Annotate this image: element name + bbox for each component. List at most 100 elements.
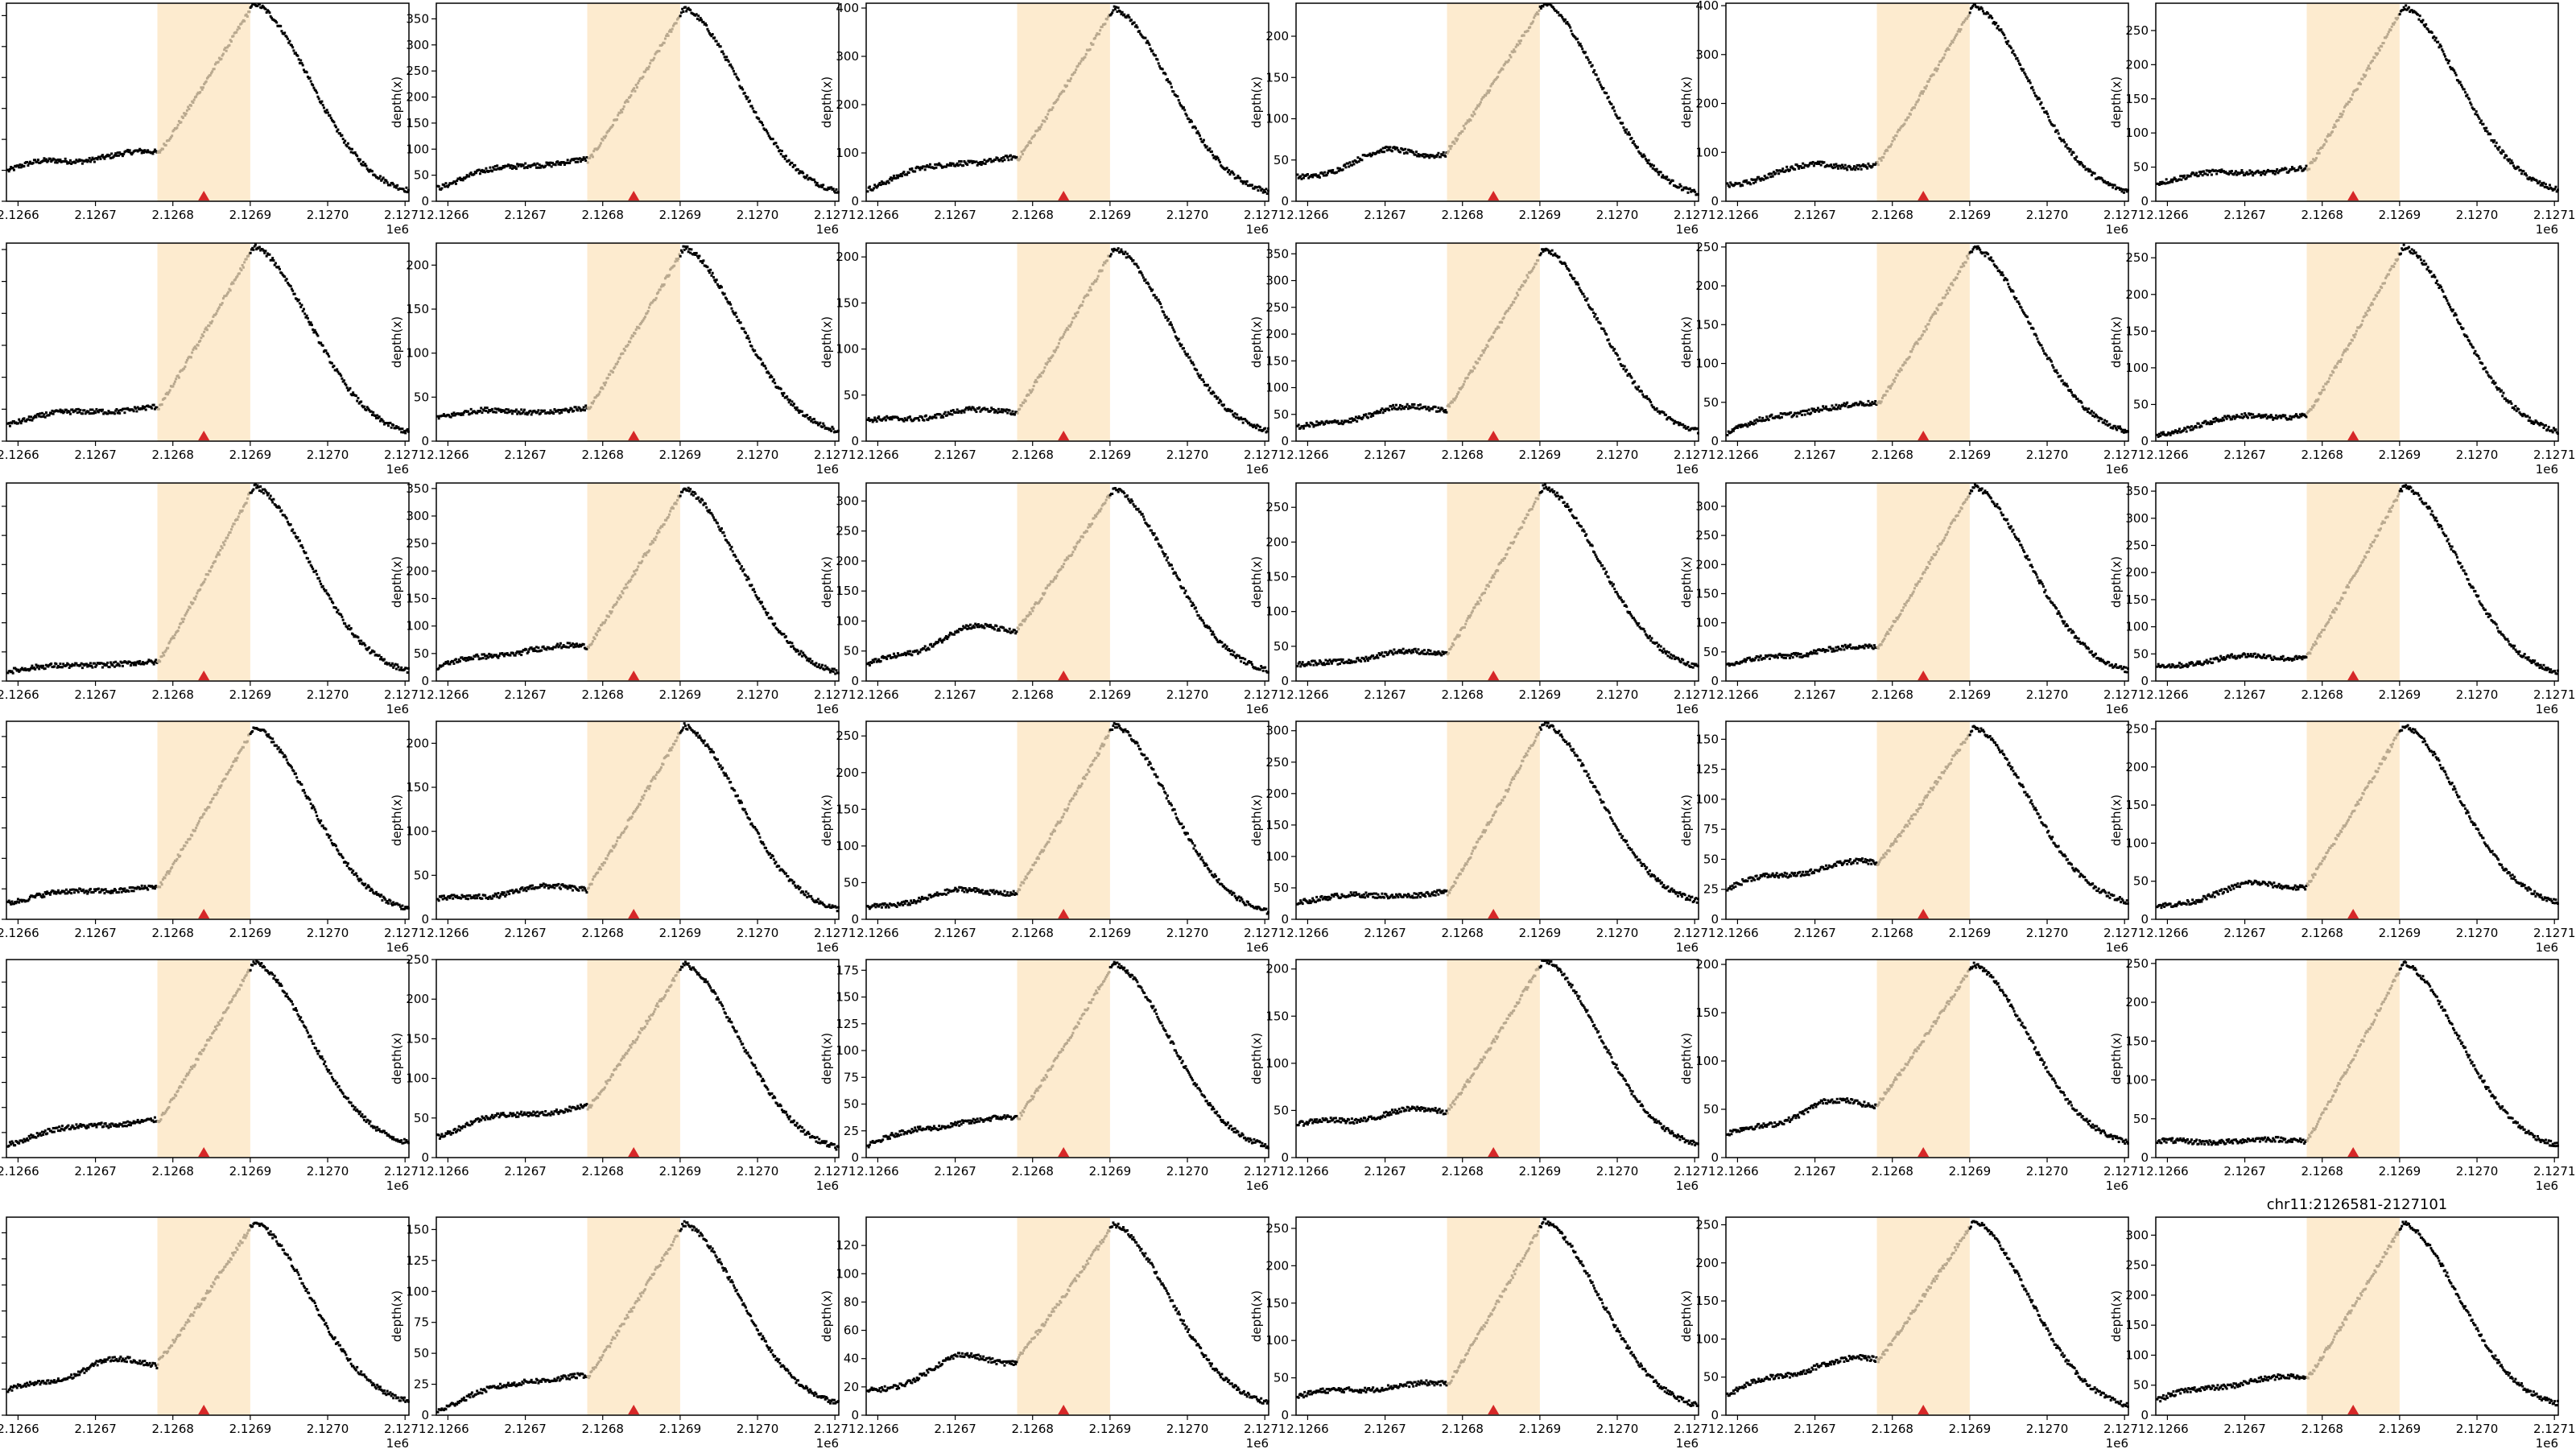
depth-point [1087,294,1090,297]
depth-point [822,422,825,425]
depth-point [372,411,375,414]
depth-point [583,409,586,412]
depth-point [638,79,641,82]
depth-point [460,413,463,416]
depth-point [1594,312,1597,316]
depth-point [771,138,774,141]
x-tick-label: 2.1270 [307,448,349,462]
depth-point [2045,110,2048,114]
depth-point [147,149,150,152]
depth-point [1083,296,1086,299]
depth-point [916,416,919,419]
depth-point [1940,302,1943,305]
depth-point [1005,408,1008,411]
depth-point [2173,431,2176,434]
depth-point [729,63,733,66]
depth-point [1554,252,1557,255]
axes-frame [2155,2,2559,202]
axes-frame [865,2,1269,202]
depth-point [2344,104,2347,107]
depth-point [1733,184,1736,187]
depth-point [2262,170,2265,173]
depth-point [2013,52,2016,56]
y-tick-label: 250 [1265,300,1289,315]
depth-point [2497,148,2500,151]
depth-point [1264,190,1267,193]
depth-point [2519,168,2522,171]
depth-point [1933,310,1936,313]
depth-point [2261,415,2264,419]
depth-point [2235,173,2239,176]
depth-point [1265,430,1269,433]
depth-point [2241,416,2244,419]
depth-point [274,19,277,23]
depth-point [171,130,175,133]
x-tick-label: 2.1271 [2103,448,2146,462]
depth-point [597,147,600,151]
depth-point [36,159,39,162]
y-tick-label: 50 [1274,407,1289,422]
depth-point [253,245,256,248]
depth-point [2329,134,2332,137]
depth-point [811,418,814,421]
depth-point [1839,405,1843,408]
depth-point [2185,176,2188,180]
depth-point [115,407,118,411]
depth-point [681,251,684,254]
depth-point [520,408,523,411]
depth-point [1773,416,1777,419]
depth-point [2446,59,2449,62]
depth-point [402,430,406,433]
depth-point [91,408,94,411]
depth-point [1843,402,1846,405]
depth-point [927,419,930,422]
depth-point [1141,274,1144,277]
depth-point [1248,421,1251,424]
depth-point [2258,171,2261,174]
depth-point [545,161,548,164]
depth-point [1456,393,1459,396]
depth-point [1973,3,1976,6]
depth-point [2178,178,2181,181]
depth-point [2230,418,2233,421]
depth-point [1514,45,1517,48]
depth-point [1780,169,1783,172]
depth-point [731,310,734,313]
depth-point [237,26,240,29]
depth-point [2093,171,2096,175]
depth-point [750,105,753,108]
depth-point [888,418,891,421]
x-offset-label: 1e6 [816,462,839,477]
depth-point [1748,423,1751,427]
depth-point [2355,329,2358,332]
depth-point [470,411,473,415]
y-tick-label: 200 [1695,97,1719,111]
depth-point [1868,404,1871,407]
depth-point [2351,93,2354,97]
depth-point [76,159,80,163]
depth-point [1341,168,1344,171]
depth-point [771,380,774,383]
depth-point [142,407,146,410]
depth-point [794,163,797,167]
depth-point [400,431,403,434]
depth-point [1436,153,1439,156]
depth-point [2330,374,2333,377]
depth-point [1621,122,1624,125]
depth-point [2209,420,2212,423]
depth-point [2197,422,2200,425]
depth-point [2191,428,2194,431]
depth-point [108,154,111,157]
depth-point [1988,258,1992,261]
depth-point [502,166,506,169]
depth-point [1993,23,1996,26]
depth-point [819,185,822,188]
depth-point [1319,422,1323,425]
depth-point [1506,60,1509,64]
depth-point [1944,49,1947,52]
depth-point [368,170,371,173]
depth-point [713,36,716,39]
depth-point [1839,164,1842,167]
depth-point [582,156,585,159]
depth-point [2124,428,2127,431]
